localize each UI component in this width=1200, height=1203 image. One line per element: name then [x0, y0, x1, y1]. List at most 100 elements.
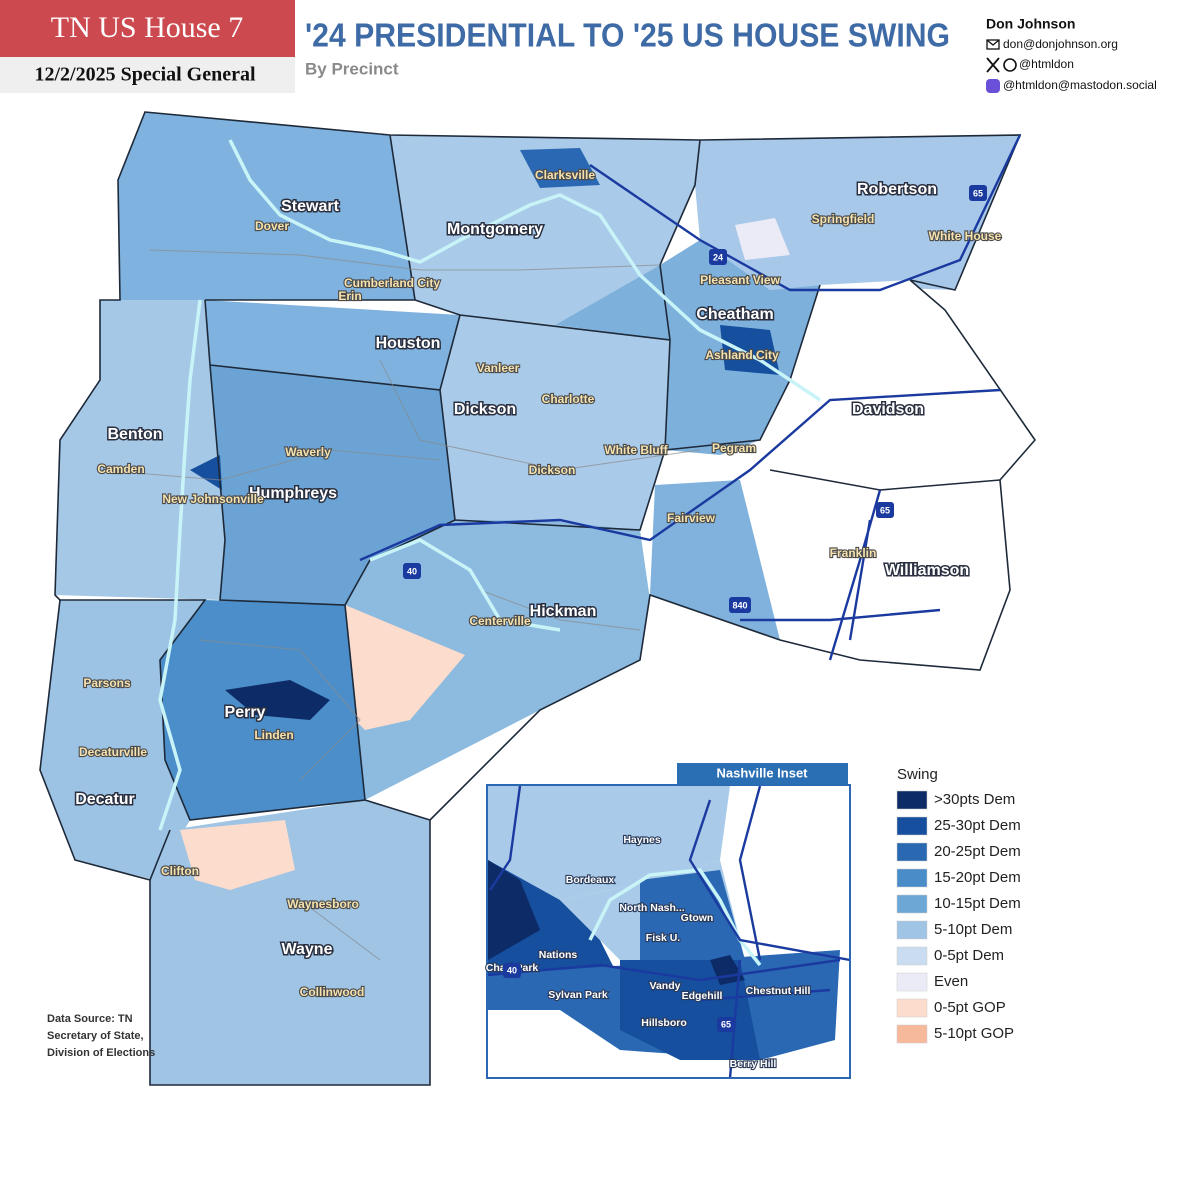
perry-dark	[225, 680, 330, 720]
legend-swatch	[896, 842, 928, 862]
city-label: Franklin	[830, 546, 877, 560]
city-label: Erin	[338, 289, 361, 303]
author-email[interactable]: don@donjohnson.org	[1003, 37, 1118, 51]
legend-label: 0-5pt GOP	[934, 999, 1006, 1016]
local-roads	[99, 249, 701, 961]
county-label: Cheatham	[696, 306, 773, 323]
source-line: Division of Elections	[47, 1047, 155, 1059]
city-label: Charlotte	[542, 392, 595, 406]
rivers	[158, 139, 821, 831]
city-label: Decaturville	[79, 745, 147, 759]
inset-dark	[488, 860, 540, 960]
subtitle: By Precinct	[305, 59, 399, 78]
badge-subtitle: 12/2/2025 Special General	[34, 64, 256, 86]
roads	[99, 134, 1022, 961]
legend-label: 20-25pt Dem	[934, 843, 1021, 860]
shield	[403, 563, 421, 579]
inset-northnash	[640, 870, 745, 960]
gop-area-hickman	[335, 605, 465, 730]
legend: Swing >30pts Dem 25-30pt Dem 20-25pt Dem 15…	[896, 766, 1021, 1044]
inset-shield	[503, 963, 521, 978]
city-label: White Bluff	[604, 443, 668, 457]
legend-swatch	[896, 868, 928, 888]
legend-title: Swing	[897, 766, 938, 783]
county-label: Houston	[376, 335, 441, 352]
county-stewart	[118, 112, 415, 300]
inset-title: Nashville Inset	[716, 765, 808, 780]
threads-icon	[1003, 58, 1017, 72]
legend-label: 10-15pt Dem	[934, 895, 1021, 912]
legend-label: 15-20pt Dem	[934, 869, 1021, 886]
author-x[interactable]: @htmldon	[1019, 57, 1074, 71]
city-label: Parsons	[83, 676, 131, 690]
neighborhood-label: Edgehill	[682, 990, 723, 1002]
legend-label: 0-5pt Dem	[934, 947, 1004, 964]
shield-label: 24	[713, 252, 723, 262]
nashville-inset: Nashville Inset Haynes Bordeaux North Na…	[485, 763, 851, 1079]
city-label: Clifton	[161, 864, 199, 878]
county-label: Montgomery	[447, 221, 543, 238]
city-label: Dickson	[529, 463, 576, 477]
county-label: Stewart	[281, 198, 339, 215]
county-label: Benton	[107, 426, 162, 443]
county-labels: Stewart Montgomery Robertson Houston Che…	[74, 180, 971, 960]
shield	[709, 249, 727, 265]
legend-label: 5-10pt GOP	[934, 1025, 1014, 1042]
county-montgomery	[390, 135, 700, 325]
county-dickson	[440, 315, 670, 530]
badge-bg	[0, 0, 295, 57]
legend-label: 25-30pt Dem	[934, 817, 1021, 834]
legend-swatch	[896, 946, 928, 966]
interstates	[359, 134, 1022, 661]
city-labels: Clarksville Dover Springfield White Hous…	[78, 167, 1003, 1000]
legend-swatch	[896, 920, 928, 940]
neighborhood-label: Nations	[539, 949, 578, 961]
legend-swatch	[896, 1024, 928, 1044]
city-label: Springfield	[812, 212, 875, 226]
robertson-even	[735, 218, 790, 260]
source: Data Source: TN Secretary of State, Divi…	[47, 1013, 155, 1059]
shield-label: 840	[732, 600, 747, 610]
badge-title: TN US House 7	[51, 11, 244, 44]
county-label: Decatur	[75, 791, 135, 808]
city-label: Camden	[97, 462, 144, 476]
legend-label: >30pts Dem	[934, 791, 1015, 808]
source-line: Secretary of State,	[47, 1030, 144, 1042]
inset-shield-label: 65	[721, 1019, 731, 1029]
counties	[40, 112, 1035, 1085]
city-label: White House	[929, 229, 1002, 243]
shield	[729, 597, 751, 613]
county-benton	[55, 300, 225, 600]
legend-swatch	[896, 972, 928, 992]
email-icon-flap	[986, 39, 1000, 46]
neighborhood-label: North Nash...	[619, 902, 684, 914]
county-label: Hickman	[530, 603, 597, 620]
county-label: Dickson	[454, 401, 516, 418]
author-mastodon[interactable]: @htmldon@mastodon.social	[1003, 78, 1157, 92]
city-label: New Johnsonville	[162, 492, 264, 506]
neighborhood-label: Chestnut Hill	[746, 985, 811, 997]
shield-label: 65	[973, 188, 983, 198]
johnsonville-dark	[190, 455, 222, 490]
county-cheatham	[555, 240, 820, 455]
county-decatur	[40, 600, 205, 880]
city-label: Linden	[254, 728, 293, 742]
city-label: Dover	[255, 219, 289, 233]
inset-shield	[717, 1017, 735, 1032]
neighborhood-label: Vandy	[650, 980, 681, 992]
neighborhood-label: Gtown	[681, 912, 714, 924]
county-label: Robertson	[857, 181, 937, 198]
title: '24 PRESIDENTIAL TO '25 US HOUSE SWING	[305, 17, 950, 54]
city-label: Clarksville	[535, 168, 595, 182]
author-name: Don Johnson	[986, 16, 1075, 32]
neighborhood-label: Sylvan Park	[548, 989, 608, 1001]
city-label: Collinwood	[300, 985, 365, 999]
shield	[876, 502, 894, 518]
county-label: Wayne	[282, 941, 333, 958]
inset-shield-label: 40	[507, 965, 517, 975]
badge-sub-bg	[0, 57, 295, 93]
county-label: Perry	[225, 704, 266, 721]
county-label: Humphreys	[249, 485, 337, 502]
